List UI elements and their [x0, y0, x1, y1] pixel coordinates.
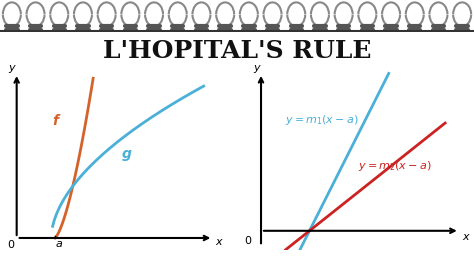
- Text: a: a: [55, 239, 62, 249]
- Text: x: x: [216, 237, 222, 247]
- Text: 0: 0: [244, 236, 251, 246]
- Text: y: y: [253, 63, 259, 73]
- Text: $y = m_2(x - a)$: $y = m_2(x - a)$: [358, 159, 431, 173]
- Text: g: g: [122, 147, 132, 161]
- Text: $y = m_1(x - a)$: $y = m_1(x - a)$: [285, 113, 359, 127]
- Text: 0: 0: [8, 240, 14, 250]
- Text: y: y: [9, 63, 15, 73]
- Text: x: x: [462, 232, 469, 242]
- Text: L'HOPITAL'S RULE: L'HOPITAL'S RULE: [103, 39, 371, 63]
- Text: f: f: [53, 114, 59, 128]
